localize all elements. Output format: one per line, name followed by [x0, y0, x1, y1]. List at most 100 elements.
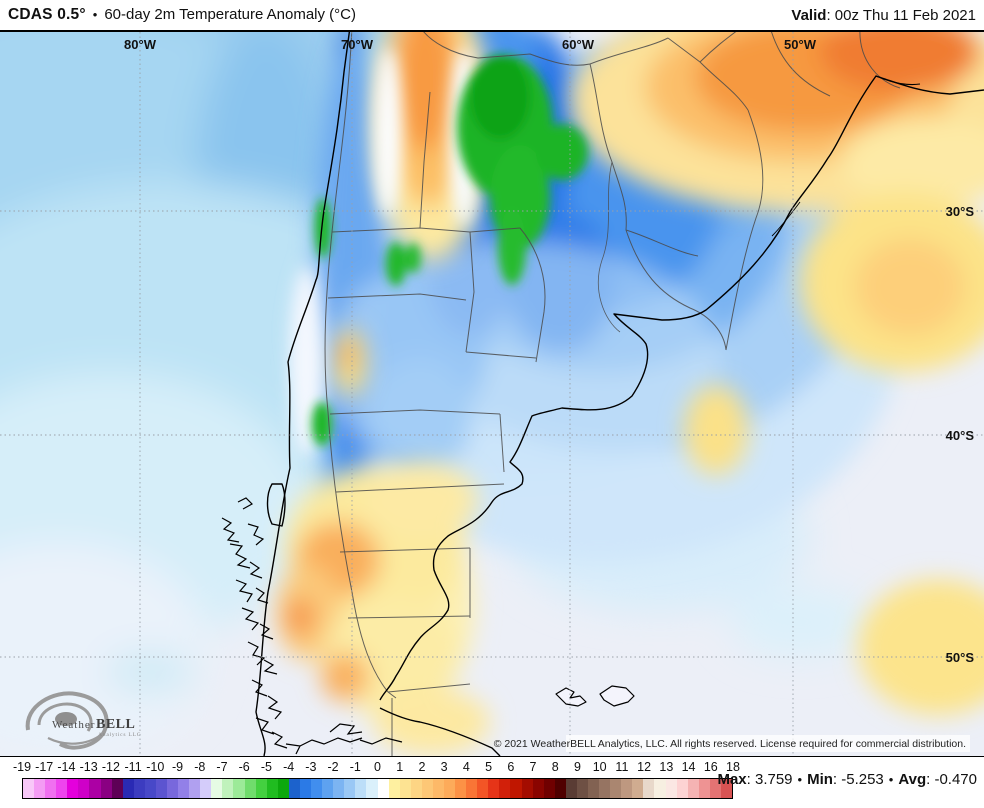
weatherbell-logo: Weather BELL Analytics LLC	[25, 691, 141, 750]
lon-label-60w: 60°W	[562, 37, 595, 52]
logo-sub-text: Analytics LLC	[98, 732, 141, 738]
colorbar-cell	[587, 779, 600, 798]
colorbar-tick-label: -17	[35, 760, 54, 774]
colorbar-cell	[122, 779, 134, 798]
colorbar-cell	[455, 779, 467, 798]
colorbar-cell	[532, 779, 544, 798]
colorbar-cell	[599, 779, 611, 798]
colorbar-cell	[167, 779, 179, 798]
legend-bar: -19 -17 -14 -13 -12 -11 -10 -9 -8 -7 -6 -5 -4 -3 -2 -1 0…	[0, 757, 984, 806]
colorbar-cell	[144, 779, 156, 798]
colorbar-tick-label: -5	[260, 760, 272, 774]
colorbar-cell	[211, 779, 223, 798]
colorbar-tick-label: -12	[101, 760, 120, 774]
colorbar-cell	[333, 779, 345, 798]
model-name: CDAS 0.5°	[8, 6, 86, 23]
colorbar-cell	[322, 779, 334, 798]
colorbar-cell	[488, 779, 500, 798]
colorbar-cell	[554, 779, 566, 798]
colorbar-tick-label: 0	[374, 760, 381, 774]
warm-anomaly-shading	[276, 32, 984, 755]
colorbar-cell	[665, 779, 677, 798]
colorbar-cell	[410, 779, 422, 798]
colorbar-tick-label: 8	[551, 760, 559, 774]
colorbar-cell	[654, 779, 666, 798]
colorbar-cell	[421, 779, 433, 798]
colorbar-cell	[67, 779, 79, 798]
colorbar-tick-label: 13	[659, 760, 674, 774]
colorbar-cell	[311, 779, 323, 798]
colorbar-tick-label: -19	[12, 760, 32, 774]
colorbar-cell	[178, 779, 190, 798]
colorbar-tick-label: 1	[396, 760, 404, 774]
colorbar-tick-label: 4	[462, 760, 470, 774]
colorbar-cell	[565, 779, 577, 798]
colorbar-ticks: -19 -17 -14 -13 -12 -11 -10 -9 -8 -7 -6 -5 -4 -3 -2 -1 0…	[13, 760, 740, 775]
valid-label: Valid	[791, 6, 827, 24]
colorbar-tick-label: 9	[573, 760, 581, 774]
colorbar-cell	[499, 779, 511, 798]
colorbar-tick-label: 14	[681, 760, 696, 774]
colorbar-tick-label: 2	[418, 760, 426, 774]
colorbar-cell	[432, 779, 444, 798]
colorbar-cell	[133, 779, 145, 798]
colorbar-cell	[521, 779, 533, 798]
colorbar-tick-label: 18	[726, 760, 740, 774]
colorbar-cell	[200, 779, 212, 798]
max-value: : 3.759	[746, 771, 793, 788]
colorbar-cell	[632, 779, 644, 798]
colorbar-cell	[78, 779, 90, 798]
colorbar-tick-label: 10	[592, 760, 607, 774]
colorbar-tick-label: -4	[283, 760, 295, 774]
colorbar-cell	[56, 779, 68, 798]
colorbar-cell	[399, 779, 411, 798]
colorbar-cell	[610, 779, 622, 798]
colorbar-tick-label: -9	[171, 760, 184, 774]
colorbar-cell	[377, 779, 389, 798]
colorbar-cell	[23, 779, 35, 798]
colorbar-cell	[709, 779, 721, 798]
colorbar-cell	[111, 779, 123, 798]
product-title: 60-day 2m Temperature Anomaly (°C)	[104, 6, 357, 23]
colorbar-tick-label: 6	[507, 760, 515, 774]
colorbar-tick-label: -14	[57, 760, 76, 774]
valid-time: Valid: 00z Thu 11 Feb 2021	[791, 7, 976, 24]
colorbar-tick-label: 3	[440, 760, 448, 774]
title-separator: •	[92, 7, 98, 22]
valid-value: : 00z Thu 11 Feb 2021	[826, 6, 976, 24]
colorbar-cell	[366, 779, 378, 798]
min-value: : -5.253	[832, 771, 884, 788]
colorbar-cell	[720, 779, 732, 798]
colorbar-cell	[388, 779, 400, 798]
colorbar-cell	[155, 779, 168, 798]
colorbar-cell	[621, 779, 633, 798]
colorbar-cell	[543, 779, 555, 798]
colorbar-tick-label: -3	[305, 760, 317, 774]
copyright-text: © 2021 WeatherBELL Analytics, LLC. All r…	[494, 738, 966, 750]
colorbar-cell	[687, 779, 699, 798]
colorbar-tick-label: 11	[615, 760, 629, 774]
colorbar-cell	[510, 779, 522, 798]
colorbar-cell	[266, 779, 278, 798]
colorbar-cell	[244, 779, 256, 798]
colorbar-tick-label: -13	[79, 760, 98, 774]
colorbar-tick-label: -8	[194, 760, 206, 774]
logo-swirl-icon	[25, 691, 109, 750]
colorbar-cell	[676, 779, 688, 798]
colorbar-tick-label: 16	[703, 760, 718, 774]
map-title: CDAS 0.5° • 60-day 2m Temperature Anomaly …	[8, 6, 356, 24]
stats-bullet-2: •	[888, 772, 894, 787]
avg-label: Avg	[898, 771, 927, 788]
lat-label-30s: 30°S	[946, 204, 975, 219]
colorbar-tick-label: -2	[327, 760, 339, 774]
logo-bell-text: BELL	[96, 717, 135, 732]
colorbar-tick-label: 5	[485, 760, 493, 774]
title-bar: CDAS 0.5° • 60-day 2m Temperature Anomaly …	[0, 0, 984, 32]
lon-label-70w: 70°W	[341, 37, 374, 52]
colorbar-tick-label: -10	[146, 760, 165, 774]
colorbar-cell	[45, 779, 57, 798]
stats-line: Max: 3.759 • Min: -5.253 • Avg: -0.470	[717, 771, 977, 788]
colorbar-cell	[299, 779, 312, 798]
green-anomaly-cores	[312, 55, 588, 446]
colorbar-tick-label: 12	[637, 760, 652, 774]
